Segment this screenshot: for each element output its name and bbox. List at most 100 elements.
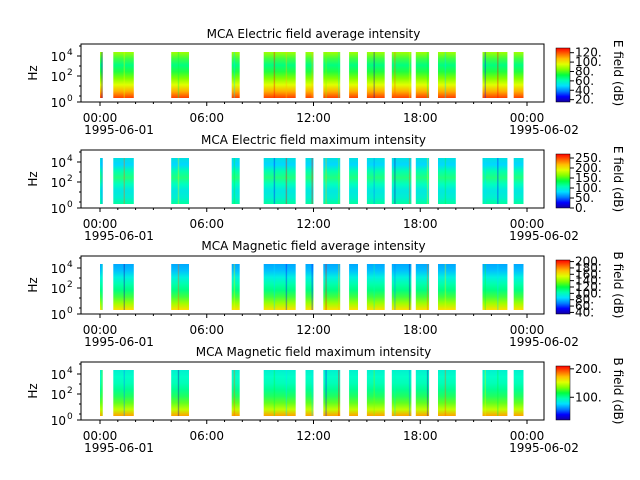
spectral-stripe — [408, 52, 411, 98]
colorbar-tick-label: 80. — [575, 293, 594, 307]
spectral-stripe — [325, 158, 327, 204]
colorbar-tick-label: 40. — [575, 305, 594, 319]
data-interval-block — [263, 52, 296, 98]
x-tick-label: 06:00 — [189, 217, 224, 231]
data-interval-block — [100, 264, 103, 310]
data-interval-block — [113, 370, 134, 416]
x-tick-label: 00:00 — [83, 429, 118, 443]
x-tick-label: 00:00 — [83, 217, 118, 231]
x-date-label: 1995-06-02 — [509, 123, 579, 137]
colorbar-tick-label: 50. — [575, 191, 594, 205]
colorbar-tick-label: 120. — [575, 280, 602, 294]
colorbar-tick-label: 80. — [575, 64, 594, 78]
data-interval-block — [231, 370, 240, 416]
axes-frame — [80, 43, 545, 103]
spectral-stripe — [233, 264, 236, 310]
data-interval-block — [305, 370, 314, 416]
data-interval-block — [305, 52, 314, 98]
data-interval-block — [415, 158, 430, 204]
spectral-stripe — [373, 264, 375, 310]
y-tick-exponent: 4 — [67, 154, 73, 164]
spectral-stripe — [338, 264, 340, 310]
x-tick-label: 18:00 — [403, 323, 438, 337]
spectral-stripe — [426, 158, 429, 204]
data-interval-block — [100, 370, 103, 416]
spectral-stripe — [338, 370, 340, 416]
spectral-stripe — [373, 370, 375, 416]
panel-title: MCA Magnetic field average intensity — [201, 239, 425, 253]
spectral-stripe — [444, 52, 447, 98]
y-tick-label: 10 — [51, 176, 66, 190]
colorbar — [555, 153, 571, 209]
spectral-stripe — [426, 52, 429, 98]
data-interval-block — [113, 158, 134, 204]
spectral-stripe — [325, 52, 327, 98]
data-interval-block — [263, 370, 296, 416]
data-interval-block — [391, 158, 412, 204]
colorbar-tick-label: 60. — [575, 299, 594, 313]
data-interval-block — [349, 52, 358, 98]
data-interval-block — [231, 264, 240, 310]
y-tick-exponent: 0 — [67, 306, 73, 316]
spectral-stripe — [497, 158, 499, 204]
spectral-stripe — [497, 52, 499, 98]
y-tick-exponent: 4 — [67, 366, 73, 376]
spectral-stripe — [273, 52, 276, 98]
colorbar-tick-label: 0. — [575, 201, 586, 215]
x-tick-label: 18:00 — [403, 111, 438, 125]
spectral-stripe — [426, 370, 429, 416]
spectral-stripe — [426, 264, 429, 310]
spectral-stripe — [285, 52, 288, 98]
x-date-label: 1995-06-02 — [509, 335, 579, 349]
data-interval-block — [231, 158, 240, 204]
spectral-stripe — [394, 158, 396, 204]
spectral-stripe — [484, 52, 486, 98]
spectral-stripe — [408, 264, 411, 310]
x-tick-label: 00:00 — [510, 323, 545, 337]
x-date-label: 1995-06-02 — [509, 441, 579, 455]
data-interval-block — [513, 158, 524, 204]
spectral-stripe — [233, 158, 236, 204]
y-axis-label: Hz — [26, 171, 40, 186]
spectral-stripe — [123, 370, 125, 416]
colorbar-tick-label: 120. — [575, 46, 602, 60]
spectral-stripe — [123, 158, 125, 204]
y-tick-exponent: 4 — [67, 48, 73, 58]
colorbar-label: E field (dB) — [611, 40, 625, 106]
spectral-stripe — [497, 370, 499, 416]
colorbar-tick-label: 100. — [575, 390, 602, 404]
x-tick-label: 18:00 — [403, 217, 438, 231]
data-interval-block — [415, 52, 430, 98]
spectral-stripe — [233, 52, 236, 98]
data-interval-block — [305, 158, 314, 204]
y-tick-label: 10 — [51, 156, 66, 170]
data-interval-block — [113, 264, 134, 310]
data-interval-block — [415, 264, 430, 310]
colorbar — [555, 259, 571, 315]
data-interval-block — [438, 52, 456, 98]
colorbar-tick-label: 140. — [575, 274, 602, 288]
data-interval-block — [171, 264, 189, 310]
y-tick-exponent: 4 — [67, 260, 73, 270]
spectral-stripe — [101, 52, 103, 98]
x-tick-label: 00:00 — [510, 429, 545, 443]
spectral-stripe — [484, 370, 486, 416]
x-tick-label: 12:00 — [296, 323, 331, 337]
y-tick-label: 10 — [51, 50, 66, 64]
data-interval-block — [482, 370, 508, 416]
colorbar-tick-label: 100. — [575, 286, 602, 300]
panel-title: MCA Magnetic field maximum intensity — [196, 345, 432, 359]
x-tick-label: 00:00 — [510, 111, 545, 125]
spectral-stripe — [285, 158, 288, 204]
colorbar — [555, 365, 571, 421]
spectral-stripe — [484, 264, 486, 310]
spectral-stripe — [177, 370, 180, 416]
x-tick-label: 12:00 — [296, 111, 331, 125]
data-interval-block — [415, 370, 430, 416]
axes-frame — [80, 149, 545, 209]
spectral-stripe — [101, 264, 103, 310]
spectral-stripe — [233, 370, 236, 416]
data-interval-block — [391, 52, 412, 98]
spectral-stripe — [373, 52, 375, 98]
